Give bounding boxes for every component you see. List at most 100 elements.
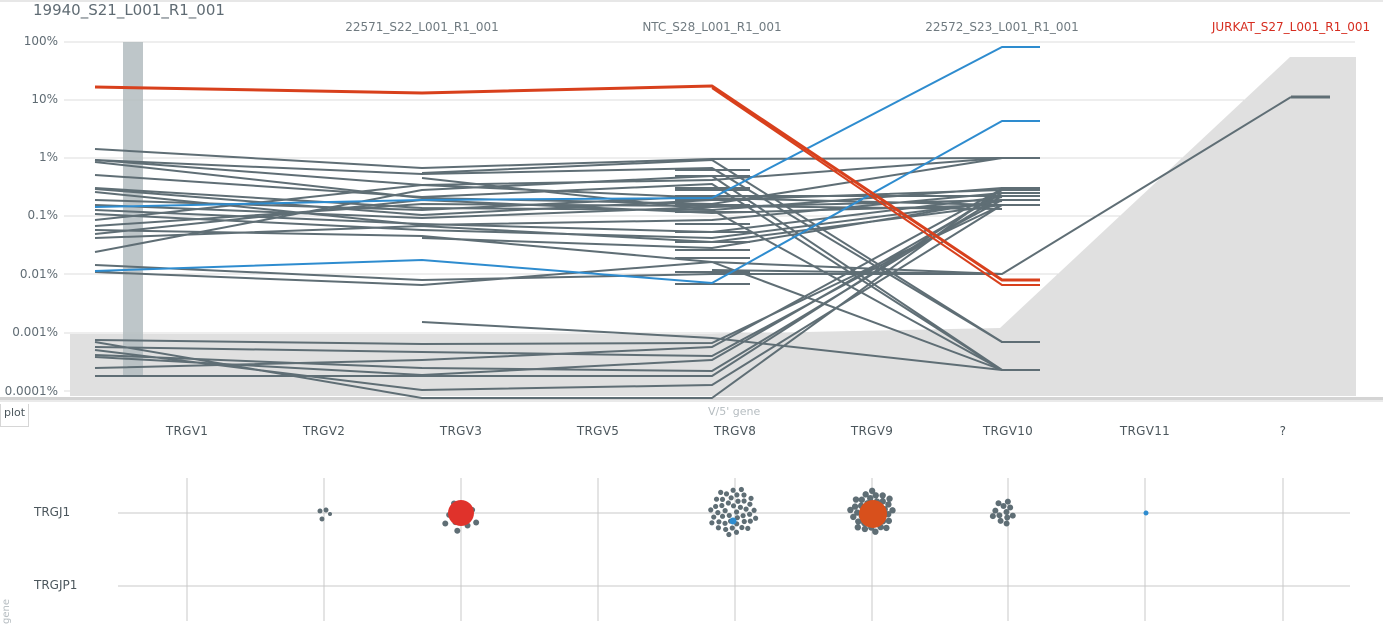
clone-bubble: [729, 525, 735, 531]
clone-bubble: [861, 507, 868, 514]
clone-line: [94, 159, 1003, 343]
clone-bubble-red: [859, 500, 887, 528]
clone-bubble: [872, 520, 879, 527]
clone-bubble: [719, 496, 726, 503]
clone-bubble: [851, 503, 859, 510]
plot-tab[interactable]: plot: [0, 404, 30, 427]
clone-bubble: [730, 503, 737, 509]
clone-bubble: [740, 513, 746, 519]
sample-label-4[interactable]: JURKAT_S27_L001_R1_001: [1211, 20, 1371, 34]
clone-bubble: [879, 492, 886, 499]
graph-title: 19940_S21_L001_R1_001: [33, 1, 225, 19]
clone-bubble: [885, 501, 892, 508]
clone-line: [94, 148, 1003, 169]
v-gene-label-trgv8[interactable]: TRGV8: [713, 424, 757, 438]
v-gene-label-trgv10[interactable]: TRGV10: [982, 424, 1034, 438]
clone-line-red: [94, 84, 1040, 282]
clone-frequency-graph: [0, 0, 1383, 400]
clone-bubble: [996, 512, 1003, 519]
clone-bubble: [751, 507, 757, 513]
clone-bubble: [869, 502, 876, 510]
clone-bubble: [722, 520, 728, 526]
v-gene-label-trgv5[interactable]: TRGV5: [576, 424, 620, 438]
clone-line-blue: [94, 46, 1040, 208]
clone-bubble-blue: [729, 517, 737, 525]
clone-bubble: [748, 495, 754, 501]
clone-bubble: [727, 518, 734, 524]
clone-bubble: [989, 513, 996, 520]
v-gene-label-unknown[interactable]: ?: [1279, 424, 1287, 438]
y-tick-label: 100%: [23, 34, 58, 48]
clone-bubble: [873, 498, 881, 505]
j-gene-label-trgj1[interactable]: TRGJ1: [34, 505, 71, 519]
clone-bubble: [868, 487, 876, 495]
clone-line: [94, 229, 1003, 275]
clone-bubble: [323, 507, 329, 513]
x-axis-title: V/5' gene: [708, 405, 761, 418]
graph-panel: 19940_S21_L001_R1_001 22571_S22_L001_R1_…: [0, 0, 1383, 400]
clone-bubble: [735, 498, 741, 504]
clone-bubble: [458, 504, 465, 511]
clone-line: [94, 203, 1003, 227]
clone-bubble: [747, 511, 753, 517]
clone-bubble: [847, 506, 854, 514]
v-gene-label-trgv9[interactable]: TRGV9: [850, 424, 894, 438]
clone-bubble: [726, 512, 732, 519]
clone-bubble: [711, 514, 717, 520]
clone-bubble: [464, 522, 471, 529]
clone-line: [421, 159, 1003, 343]
clone-bubble: [722, 508, 728, 514]
clone-bubble: [723, 491, 730, 497]
clone-line: [94, 204, 1003, 345]
clone-bubble: [1000, 503, 1007, 510]
clone-bubble: [734, 492, 740, 498]
clone-bubble: [328, 512, 332, 516]
clone-bubble-blue: [1143, 510, 1149, 516]
clone-bubble: [858, 512, 866, 520]
clone-bubble: [319, 516, 325, 522]
clone-bubble: [886, 495, 893, 502]
clone-bubble: [854, 524, 862, 531]
clone-bubble: [855, 518, 862, 525]
sample-label-3[interactable]: 22572_S23_L001_R1_001: [925, 20, 1079, 34]
clone-bubble: [715, 510, 721, 516]
clone-bubble: [866, 517, 873, 525]
clone-bubble: [868, 524, 875, 531]
clone-bubble: [877, 523, 884, 531]
clone-bubble: [725, 500, 731, 506]
clone-line: [94, 199, 1003, 235]
clone-line: [94, 157, 1003, 205]
v-gene-label-trgv1[interactable]: TRGV1: [165, 424, 209, 438]
clone-bubble-red: [448, 500, 474, 526]
clone-bubble: [861, 519, 868, 527]
sample-label-1[interactable]: 22571_S22_L001_R1_001: [345, 20, 499, 34]
sample-selection-bar: [123, 42, 143, 376]
clone-bubble: [747, 518, 753, 524]
clone-bubble: [734, 521, 740, 527]
clone-bubble: [726, 531, 732, 538]
v-gene-label-trgv2[interactable]: TRGV2: [302, 424, 346, 438]
y-tick-label: 1%: [38, 150, 58, 164]
clone-bubble: [450, 500, 457, 507]
clone-bubble: [1004, 514, 1011, 521]
clone-bubble: [741, 498, 747, 504]
clone-bubble: [723, 526, 729, 533]
y-axis-title: gene: [1, 599, 12, 624]
clone-bubble: [716, 519, 722, 525]
clone-line: [94, 195, 1002, 211]
j-gene-label-trgjp1[interactable]: TRGJP1: [34, 578, 78, 592]
clone-bubble: [719, 513, 726, 519]
clone-bubble: [861, 525, 869, 533]
clone-bubble: [730, 487, 736, 493]
clone-bubble: [881, 506, 888, 513]
clone-line-blue: [94, 120, 1040, 284]
clone-bubble: [713, 503, 719, 510]
clone-bubble: [858, 496, 865, 503]
clone-bubble: [867, 495, 874, 502]
clone-bubble: [995, 500, 1002, 507]
clone-bubble: [741, 492, 747, 498]
v-gene-label-trgv11[interactable]: TRGV11: [1119, 424, 1171, 438]
clone-bubble: [715, 525, 722, 531]
sample-label-2[interactable]: NTC_S28_L001_R1_001: [642, 20, 782, 34]
v-gene-label-trgv3[interactable]: TRGV3: [439, 424, 483, 438]
